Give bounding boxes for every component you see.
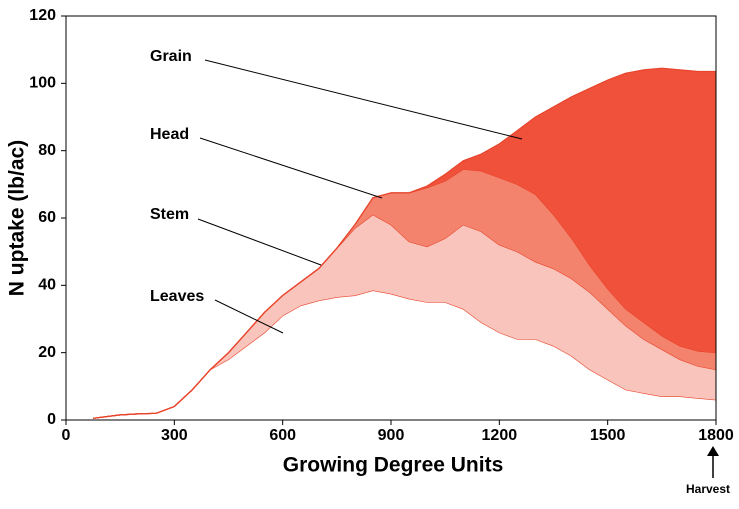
leader-line	[204, 59, 523, 140]
x-tick-label: 300	[161, 427, 188, 444]
area-grain	[93, 68, 717, 419]
area-leaves	[93, 290, 717, 420]
annotation-label: Head	[150, 126, 189, 143]
leader-line	[197, 218, 322, 266]
x-tick-label: 1500	[590, 427, 626, 444]
x-tick-label: 1800	[698, 427, 734, 444]
area-edge	[93, 67, 716, 419]
y-tick-label: 100	[29, 75, 56, 92]
y-tick-label: 60	[38, 209, 56, 226]
y-tick-label: 120	[29, 7, 56, 24]
areas	[93, 67, 717, 420]
y-axis-label: N uptake (lb/ac)	[6, 140, 29, 296]
x-tick-label: 0	[62, 427, 71, 444]
x-tick-label: 600	[269, 427, 296, 444]
x-axis-label: Growing Degree Units	[283, 454, 504, 477]
marker-arrowhead	[707, 446, 719, 456]
annotation-label: Stem	[150, 206, 189, 223]
y-tick-label: 0	[47, 411, 56, 428]
x-tick-label: 900	[378, 427, 405, 444]
area-stem	[93, 214, 717, 419]
y-tick-label: 20	[38, 344, 56, 361]
x-tick-label: 1200	[482, 427, 518, 444]
marker-label: Harvest	[686, 482, 730, 496]
y-tick-label: 40	[38, 277, 56, 294]
annotation-label: Leaves	[150, 288, 204, 305]
leader-line	[199, 137, 383, 199]
area-head	[93, 169, 717, 419]
leader-line	[214, 299, 284, 334]
y-tick-label: 80	[38, 142, 56, 159]
annotation-label: Grain	[150, 48, 192, 65]
